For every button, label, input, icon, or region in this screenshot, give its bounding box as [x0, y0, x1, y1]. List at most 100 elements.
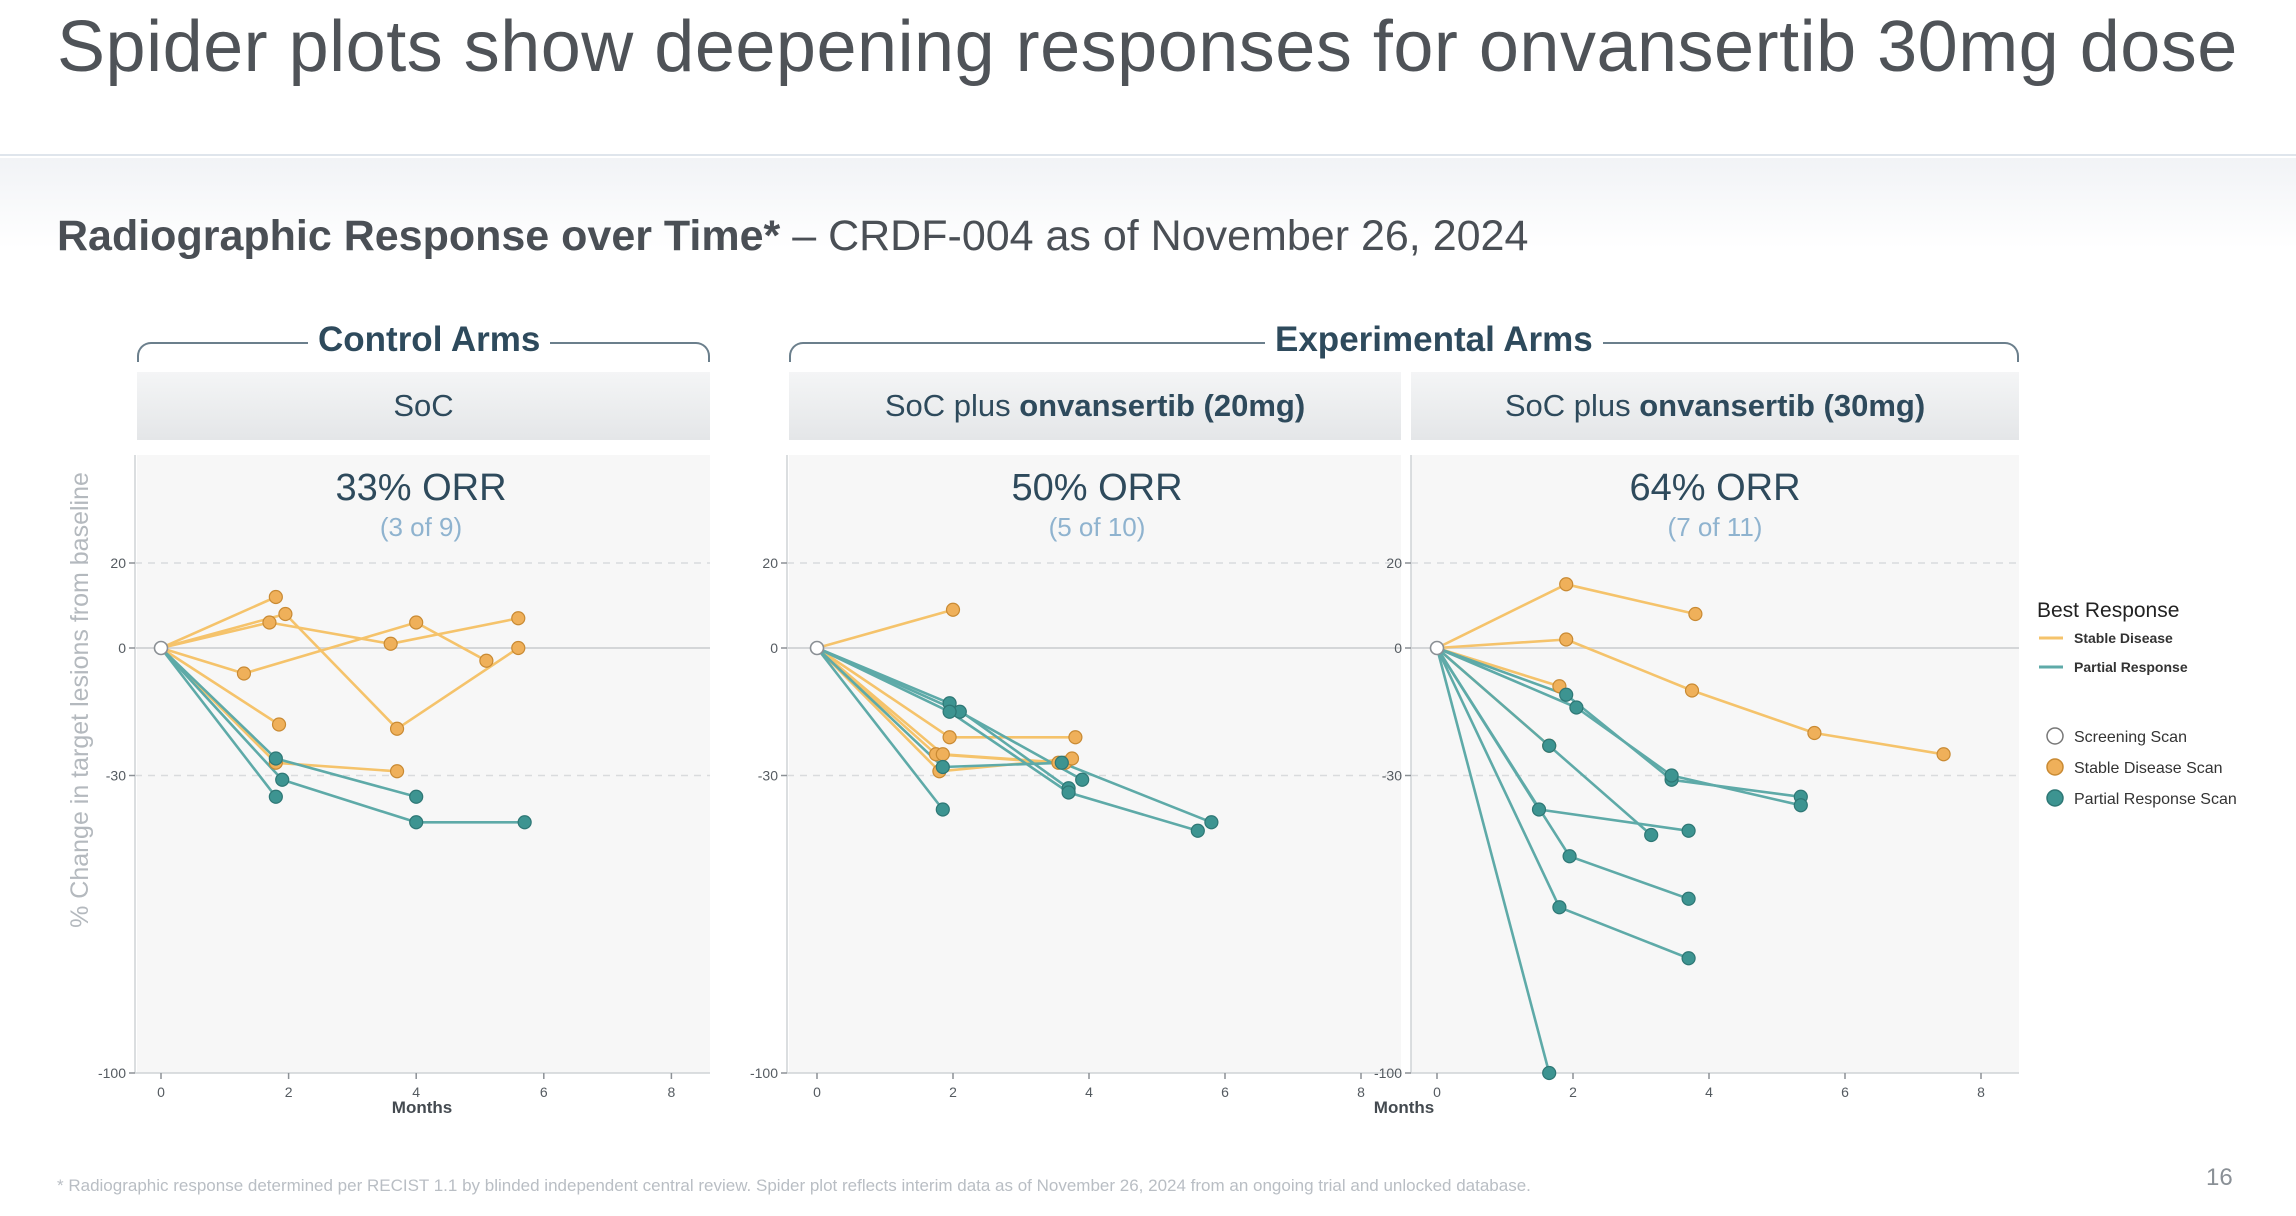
page-title: Spider plots show deepening responses fo… — [57, 7, 2238, 87]
data-point — [1542, 738, 1557, 753]
screening-point — [153, 640, 169, 656]
experimental-arms-label: Experimental Arms — [1265, 320, 1603, 360]
legend-line-label: Stable Disease — [2074, 630, 2173, 646]
panel-header-onv30: SoC plus onvansertib (30mg) — [1411, 372, 2019, 440]
legend-marker-swatch — [2046, 758, 2064, 776]
data-point — [1644, 827, 1659, 843]
series-line-patient-6 — [1436, 646, 1802, 807]
data-point — [271, 717, 287, 732]
x-tick-label: 4 — [412, 1084, 420, 1100]
data-point — [1559, 687, 1574, 702]
data-point — [1684, 683, 1700, 698]
legend: Best Response Stable Disease Partial Respo… — [2037, 599, 2237, 808]
x-axis-title: Months — [1374, 1098, 1434, 1117]
orr-detail: (3 of 9) — [380, 512, 462, 542]
data-point — [1562, 849, 1577, 864]
data-point — [935, 759, 950, 775]
subtitle-bold: Radiographic Response over Time* — [57, 212, 781, 260]
data-point — [389, 764, 405, 779]
data-point — [1061, 785, 1076, 800]
orr-detail: (7 of 11) — [1668, 512, 1763, 542]
data-point — [511, 640, 526, 656]
data-point — [278, 606, 293, 622]
y-tick-label: -100 — [98, 1065, 126, 1081]
series-line-patient-5 — [160, 646, 280, 726]
legend-marker-swatch — [2046, 727, 2064, 745]
data-point — [1664, 768, 1679, 783]
orr-label: 33% ORR — [335, 467, 506, 509]
legend-line-label: Partial Response — [2074, 659, 2188, 675]
x-tick-label: 8 — [1977, 1084, 1985, 1100]
series-line-patient-10 — [815, 647, 944, 811]
data-point — [1075, 772, 1090, 787]
data-point — [1688, 606, 1703, 622]
orr-detail: (5 of 10) — [1049, 512, 1146, 542]
series-line-patient-9 — [816, 647, 1212, 824]
x-tick-label: 8 — [1357, 1084, 1365, 1100]
x-tick-label: 4 — [1705, 1084, 1713, 1100]
x-tick-label: 4 — [1085, 1084, 1093, 1100]
data-point — [1552, 900, 1567, 915]
legend-marker-label: Screening Scan — [2074, 729, 2187, 746]
y-tick-label: 20 — [762, 555, 778, 571]
data-point — [275, 772, 290, 787]
header-gradient-band — [0, 158, 2296, 248]
data-point — [1807, 725, 1822, 741]
y-tick-label: 20 — [1386, 555, 1402, 571]
screening-point — [809, 640, 825, 656]
y-tick-label: -100 — [1374, 1065, 1402, 1081]
data-point — [1681, 891, 1696, 906]
x-tick-label: 2 — [949, 1084, 957, 1100]
data-point — [236, 666, 252, 681]
data-point — [409, 789, 424, 804]
control-arms-label: Control Arms — [308, 320, 551, 360]
data-point — [935, 747, 950, 762]
panel-header-onv20: SoC plus onvansertib (20mg) — [789, 372, 1401, 440]
series-line-patient-1 — [160, 595, 277, 650]
y-tick-label: 0 — [770, 640, 778, 656]
data-point — [511, 611, 526, 626]
spider-panel-2: 20 0 -30 -100 0 2 4 6 8 50% ORR(5 of 10) — [750, 455, 1401, 1100]
data-point — [268, 789, 283, 804]
data-point — [1559, 632, 1574, 647]
screening-point — [1429, 640, 1445, 656]
series-line-patient-11 — [1435, 647, 1551, 1074]
data-point — [935, 802, 950, 817]
panel-header-prefix: SoC plus — [1504, 388, 1631, 423]
data-point — [383, 636, 398, 651]
data-point — [389, 721, 405, 736]
data-point — [1681, 951, 1696, 966]
x-axis-title: Months — [392, 1098, 452, 1117]
data-point — [517, 815, 532, 830]
spider-panel-1: 20 0 -30 -100 0 2 4 6 8 33% ORR(3 of 9) — [98, 455, 710, 1100]
series-line-patient-1 — [816, 608, 954, 650]
panel-header-prefix: SoC — [393, 388, 454, 423]
x-tick-label: 0 — [813, 1084, 821, 1100]
data-point — [945, 602, 961, 617]
data-point — [1054, 755, 1069, 770]
data-point — [1559, 577, 1574, 592]
x-tick-label: 2 — [1569, 1084, 1577, 1100]
data-point — [479, 653, 494, 668]
legend-marker-label: Stable Disease Scan — [2074, 760, 2223, 777]
data-point — [942, 704, 957, 719]
subtitle-rest: – CRDF-004 as of November 26, 2024 — [780, 212, 1529, 260]
data-point — [1190, 823, 1205, 838]
data-point — [409, 615, 424, 630]
panel-header-bold: onvansertib (30mg) — [1639, 388, 1926, 423]
series-line-patient-9 — [159, 647, 277, 798]
x-tick-label: 0 — [1433, 1084, 1441, 1100]
data-point — [409, 815, 424, 830]
y-tick-label: -30 — [758, 768, 778, 784]
data-point — [262, 615, 277, 630]
y-tick-label: -30 — [1382, 768, 1402, 784]
x-tick-label: 6 — [1221, 1084, 1229, 1100]
data-point — [1204, 815, 1219, 830]
data-point — [1569, 700, 1584, 715]
y-tick-label: 0 — [118, 640, 126, 656]
data-point — [1542, 1065, 1557, 1081]
legend-title: Best Response — [2037, 599, 2179, 622]
y-tick-label: -30 — [106, 768, 126, 784]
data-point — [1068, 730, 1083, 745]
